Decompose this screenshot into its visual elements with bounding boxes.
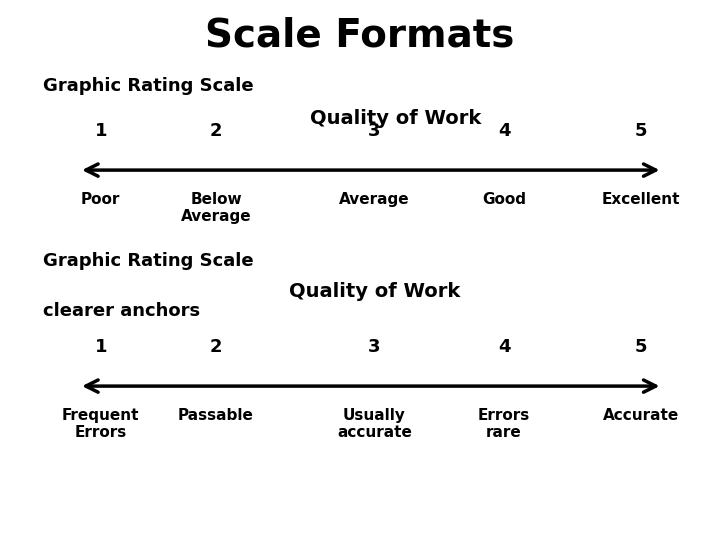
Text: 2: 2 <box>210 339 222 356</box>
Text: 1: 1 <box>94 339 107 356</box>
Text: clearer anchors: clearer anchors <box>43 302 200 320</box>
Text: Poor: Poor <box>81 192 120 207</box>
Text: 4: 4 <box>498 123 510 140</box>
Text: Quality of Work: Quality of Work <box>310 109 482 129</box>
Text: Good: Good <box>482 192 526 207</box>
Text: Below
Average: Below Average <box>181 192 251 224</box>
Text: 1: 1 <box>94 123 107 140</box>
Text: 4: 4 <box>498 339 510 356</box>
Text: Usually
accurate: Usually accurate <box>337 408 412 440</box>
Text: 2: 2 <box>210 123 222 140</box>
Text: Average: Average <box>339 192 410 207</box>
Text: Graphic Rating Scale: Graphic Rating Scale <box>43 77 254 96</box>
Text: Graphic Rating Scale: Graphic Rating Scale <box>43 252 254 270</box>
Text: 3: 3 <box>368 123 381 140</box>
Text: 3: 3 <box>368 339 381 356</box>
Text: 5: 5 <box>634 123 647 140</box>
Text: Passable: Passable <box>178 408 254 423</box>
Text: Errors
rare: Errors rare <box>478 408 530 440</box>
Text: Frequent
Errors: Frequent Errors <box>62 408 140 440</box>
Text: Scale Formats: Scale Formats <box>205 16 515 54</box>
Text: Excellent: Excellent <box>601 192 680 207</box>
Text: 5: 5 <box>634 339 647 356</box>
Text: Accurate: Accurate <box>603 408 679 423</box>
Text: Quality of Work: Quality of Work <box>289 282 460 301</box>
